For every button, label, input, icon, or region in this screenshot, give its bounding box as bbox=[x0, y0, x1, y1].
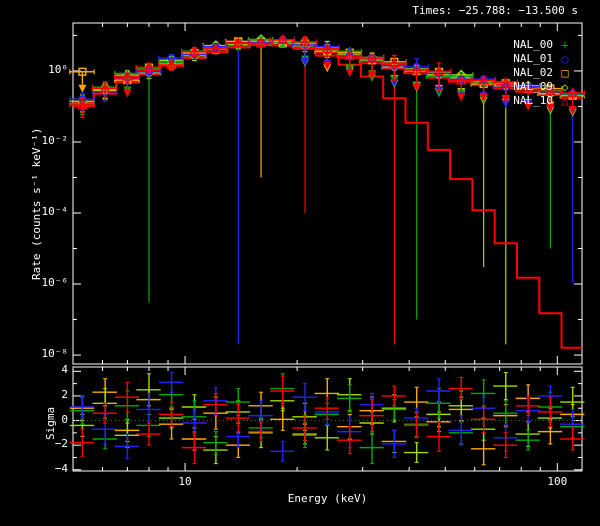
sigma-tick-label: −2 bbox=[54, 437, 68, 451]
plus-marker-icon: + bbox=[561, 38, 569, 52]
triangle-marker bbox=[232, 36, 244, 47]
legend-label: NAL_09 bbox=[513, 80, 553, 93]
sigma-panel-frame bbox=[72, 366, 583, 472]
triangle-marker bbox=[500, 76, 512, 87]
triangle-marker bbox=[321, 42, 333, 53]
energy-tick-label: 100 bbox=[547, 475, 568, 488]
down-arrow-icon bbox=[78, 84, 87, 93]
down-arrow-icon bbox=[368, 71, 377, 80]
rate-axis-label: Rate (counts s⁻¹ keV⁻¹) bbox=[30, 127, 43, 280]
diamond-marker-icon: ◇ bbox=[561, 80, 569, 94]
triangle-marker bbox=[189, 45, 200, 56]
square-marker bbox=[78, 67, 87, 76]
triangle-marker bbox=[77, 99, 88, 110]
rate-tick-label: 10⁻² bbox=[41, 133, 69, 147]
legend-item-nal02: NAL_02 □ bbox=[513, 66, 572, 80]
triangle-marker bbox=[344, 50, 356, 61]
down-arrow-icon bbox=[457, 93, 466, 102]
down-arrow-icon bbox=[123, 89, 132, 98]
triangle-marker bbox=[255, 37, 267, 48]
square-marker-icon: □ bbox=[561, 66, 569, 80]
down-arrow-icon bbox=[568, 105, 577, 114]
down-arrow-icon bbox=[546, 104, 555, 113]
triangle-marker bbox=[433, 65, 445, 76]
triangle-marker bbox=[411, 64, 423, 75]
time-interval-title: Times: −25.788: −13.500 s bbox=[412, 4, 578, 17]
energy-tick-label: 10 bbox=[178, 475, 192, 488]
triangle-marker bbox=[277, 33, 289, 44]
triangle-marker bbox=[99, 82, 111, 93]
detector-legend: NAL_00 + NAL_01 ○ NAL_02 □ NAL_09 ◇ NAL_… bbox=[513, 38, 572, 108]
down-arrow-icon bbox=[301, 57, 310, 66]
legend-item-nal10: NAL_10 △ bbox=[513, 94, 572, 108]
sigma-tick-label: −4 bbox=[54, 461, 68, 475]
legend-label: NAL_10 bbox=[513, 94, 553, 107]
energy-axis-label: Energy (keV) bbox=[287, 492, 368, 505]
down-arrow-icon bbox=[345, 68, 354, 77]
sigma-tick-label: 4 bbox=[61, 363, 68, 377]
sigma-tick-label: 0 bbox=[61, 412, 68, 426]
rate-tick-label: 10⁻⁴ bbox=[41, 205, 69, 218]
triangle-marker bbox=[122, 70, 133, 81]
triangle-marker bbox=[478, 74, 490, 85]
down-arrow-icon bbox=[323, 61, 332, 70]
circle-marker-icon: ○ bbox=[561, 52, 569, 66]
sigma-tick-label: 2 bbox=[61, 387, 68, 401]
triangle-marker bbox=[455, 74, 467, 85]
rate-tick-label: 10⁰ bbox=[48, 62, 68, 76]
legend-item-nal01: NAL_01 ○ bbox=[513, 52, 572, 66]
triangle-marker bbox=[166, 59, 177, 70]
down-arrow-icon bbox=[501, 95, 510, 104]
down-arrow-icon bbox=[501, 100, 510, 109]
legend-item-nal09: NAL_09 ◇ bbox=[513, 80, 572, 94]
down-arrow-icon bbox=[412, 83, 421, 92]
legend-item-nal00: NAL_00 + bbox=[513, 38, 572, 52]
triangle-marker bbox=[299, 35, 311, 46]
triangle-marker bbox=[210, 42, 222, 53]
legend-label: NAL_01 bbox=[513, 52, 553, 65]
triangle-marker bbox=[389, 57, 400, 68]
triangle-marker-icon: △ bbox=[561, 94, 569, 108]
triangle-marker bbox=[545, 85, 556, 96]
rate-tick-label: 10⁻⁸ bbox=[41, 347, 69, 361]
rate-tick-label: 10⁻⁶ bbox=[41, 276, 69, 290]
triangle-marker bbox=[143, 61, 155, 72]
legend-label: NAL_02 bbox=[513, 66, 553, 79]
down-arrow-icon bbox=[479, 93, 488, 102]
rate-panel-frame bbox=[72, 22, 583, 365]
triangle-marker bbox=[567, 87, 579, 98]
triangle-marker bbox=[522, 83, 534, 94]
down-arrow-icon bbox=[524, 102, 533, 111]
legend-label: NAL_00 bbox=[513, 38, 553, 51]
triangle-marker bbox=[366, 52, 378, 63]
